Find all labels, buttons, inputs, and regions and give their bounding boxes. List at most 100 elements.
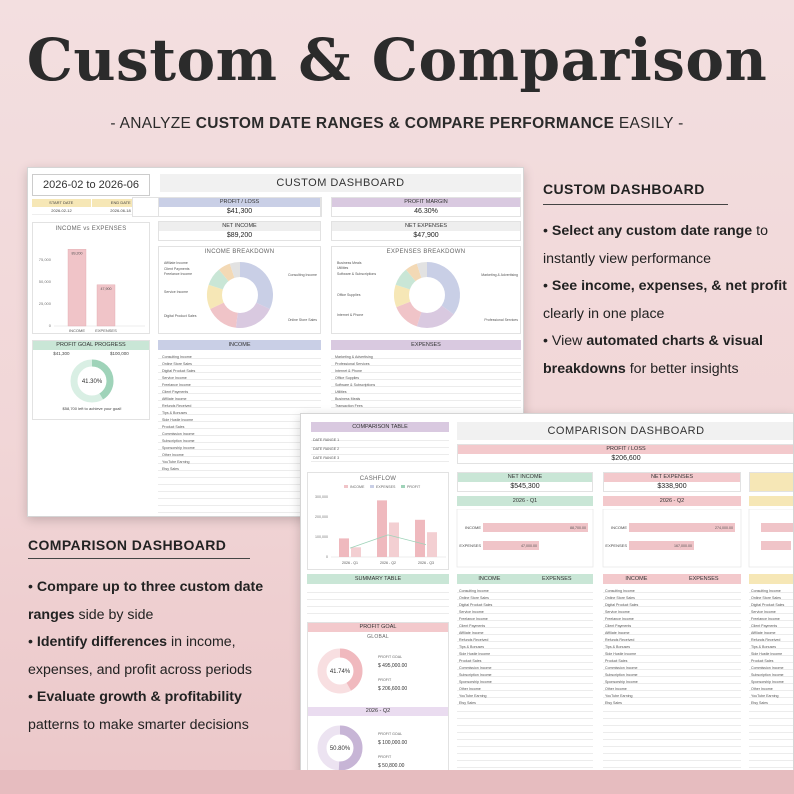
expenses-breakdown-donut: Business Meals Utilities Software & Subs… xyxy=(337,261,518,328)
date-range-banner: 2026-02 to 2026-06 xyxy=(32,174,150,196)
comparison-table-grid xyxy=(311,434,449,464)
ive-tick-0: 75,000 xyxy=(39,257,52,262)
net-expenses-value: $47,900 xyxy=(413,232,439,239)
cmp-row-label: Etsy Sales xyxy=(605,701,622,705)
profit-loss-value: $41,300 xyxy=(226,208,253,215)
cmp-row-label: Product Sales xyxy=(605,659,628,663)
summary-table-title: SUMMARY TABLE xyxy=(307,574,449,584)
cmp-row-label: Etsy Sales xyxy=(459,701,476,705)
cmp-row-label: Subscription Income xyxy=(751,673,784,677)
comparison-bullets: • Compare up to three custom date ranges… xyxy=(28,574,294,739)
income-row-label: Sponsorship Income xyxy=(162,446,195,450)
net-income-value: $89,200 xyxy=(226,232,253,239)
date-range-table: START DATE END DATE 2026-02-12 2026-06-1… xyxy=(32,199,150,215)
period-bars: INCOME EXPENSES 88,700.00 47,000.00 INCO… xyxy=(456,509,793,568)
cmp-row-label: Tips & Bonuses xyxy=(459,645,485,649)
cashflow-bar-income xyxy=(377,500,387,557)
cmp-row-label: Side Hustle Income xyxy=(605,652,637,656)
cmp-row-label: Digital Product Sales xyxy=(605,603,639,607)
end-date-value[interactable]: 2026-06-18 xyxy=(91,207,150,215)
income-row-label: Subscription Income xyxy=(162,439,195,443)
income-table-grid xyxy=(158,352,321,516)
custom-bullets: • Select any custom date range to instan… xyxy=(543,218,788,383)
income-row-label: Client Payments xyxy=(162,390,189,394)
inc-label-1: Client Payments xyxy=(164,267,190,271)
cmp-row-label: Sponsorship Income xyxy=(605,680,638,684)
comparison-net-income-value: $545,300 xyxy=(510,483,540,490)
range-label-2: DATE RANGE 2 xyxy=(313,447,340,451)
bottom-band xyxy=(0,770,794,794)
income-row-label: Service Income xyxy=(162,376,187,380)
cmp-q3-grid xyxy=(749,586,793,782)
cmp-row-label: Consulting Income xyxy=(751,589,781,593)
custom-bullet-1: • Select any custom date range to instan… xyxy=(543,223,768,267)
custom-section-rule xyxy=(543,204,728,205)
cmp-row-label: Other Income xyxy=(605,687,627,691)
goal-donut-chart: 41.30% $58,700 left to achieve your goal… xyxy=(63,359,122,411)
net-expenses-label: NET EXPENSES xyxy=(332,222,520,231)
cmp-q3-table-head xyxy=(749,574,793,584)
hero-subtitle-prefix: - ANALYZE xyxy=(110,115,196,132)
q2-expenses-value: 167,000.00 xyxy=(674,544,692,548)
ive-bar-income xyxy=(67,249,87,327)
income-row-label: Side Hustle Income xyxy=(162,418,194,422)
comparison-profit-goal-title: PROFIT GOAL xyxy=(308,623,448,632)
cashflow-cat-2: 2026 - Q3 xyxy=(418,561,434,565)
cashflow-bar-income xyxy=(339,538,349,557)
comparison-profit-loss-label: PROFIT / LOSS xyxy=(458,445,793,454)
cmp-row-label: Sponsorship Income xyxy=(459,680,492,684)
inc-label-3: Service Income xyxy=(164,290,188,294)
ive-bar-expenses xyxy=(96,284,116,327)
cmp-row-label: Other Income xyxy=(751,687,773,691)
global-label: GLOBAL xyxy=(367,634,389,640)
q1-expenses-value: 47,000.00 xyxy=(521,544,537,548)
hero-title: Custom & Comparison xyxy=(26,26,768,94)
q2-percent: 50.80% xyxy=(330,746,351,752)
income-breakdown-panel: INCOME BREAKDOWN Affiliate Income Client… xyxy=(158,246,321,334)
ive-tick-3: 0 xyxy=(49,323,52,328)
cmp-row-label: Service Income xyxy=(751,610,776,614)
custom-dashboard-sheet: 2026-02 to 2026-06 START DATE END DATE 2… xyxy=(27,167,524,517)
q2-expenses-bar xyxy=(629,541,694,550)
range-label-1: DATE RANGE 1 xyxy=(313,438,340,442)
q1-expenses-bar xyxy=(483,541,539,550)
cmp-row-label: Client Payments xyxy=(459,624,486,628)
cmp-q2-table-head: INCOME EXPENSES xyxy=(603,574,741,584)
summary-table-grid xyxy=(307,586,449,618)
start-date-value[interactable]: 2026-02-12 xyxy=(32,207,91,215)
income-vs-expenses-title: INCOME vs EXPENSES xyxy=(55,226,127,232)
cashflow-tick-0: 300,000 xyxy=(315,495,328,499)
cmp-row-label: Etsy Sales xyxy=(751,701,768,705)
income-row-label: Refunds Received xyxy=(162,404,192,408)
comparison-net-expenses-label: NET EXPENSES xyxy=(604,473,740,482)
income-row-label: Digital Product Sales xyxy=(162,369,196,373)
cmp-q1-income-head: INCOME xyxy=(478,576,501,582)
expenses-table-grid xyxy=(331,352,521,422)
goal-remaining: $58,700 left to achieve your goal! xyxy=(63,406,122,411)
income-vs-expenses-chart: 75,000 50,000 25,000 0 89,200 47,900 INC… xyxy=(39,249,145,333)
profit-goal-progress-title: PROFIT GOAL PROGRESS xyxy=(33,341,149,350)
ive-cat-expenses: EXPENSES xyxy=(95,328,117,333)
comparison-profit-goal-panel: PROFIT GOAL GLOBAL 41.74% PROFIT GOAL $ … xyxy=(307,622,449,782)
cmp-row-label: Product Sales xyxy=(751,659,774,663)
exp-label-6: Professional Services xyxy=(484,318,518,322)
exp-label-3: Office Supplies xyxy=(337,293,361,297)
cmp-row-label: Freelance Income xyxy=(459,617,488,621)
cashflow-tick-1: 200,000 xyxy=(315,515,328,519)
cmp-row-label: Commission Income xyxy=(751,666,784,670)
q1-income-bar xyxy=(483,523,588,532)
cmp-row-label: Service Income xyxy=(459,610,484,614)
cmp-q2-expenses-head: EXPENSES xyxy=(688,576,719,582)
custom-dashboard-title: CUSTOM DASHBOARD xyxy=(160,174,521,192)
global-goal-value: $ 495,000.00 xyxy=(378,663,407,669)
comparison-section-rule xyxy=(28,558,250,559)
cmp-row-label: Client Payments xyxy=(605,624,632,628)
global-goal-arc xyxy=(317,648,363,694)
global-profit-value: $ 206,600.00 xyxy=(378,686,407,692)
expense-row-label: Software & Subscriptions xyxy=(335,383,376,387)
cashflow-bar-income xyxy=(415,519,425,557)
expense-row-label: Office Supplies xyxy=(335,376,360,380)
custom-bullet-2: • See income, expenses, & net profit cle… xyxy=(543,278,787,322)
inc-label-2: Freelance Income xyxy=(164,272,192,276)
hero-subtitle-suffix: EASILY - xyxy=(614,115,684,132)
